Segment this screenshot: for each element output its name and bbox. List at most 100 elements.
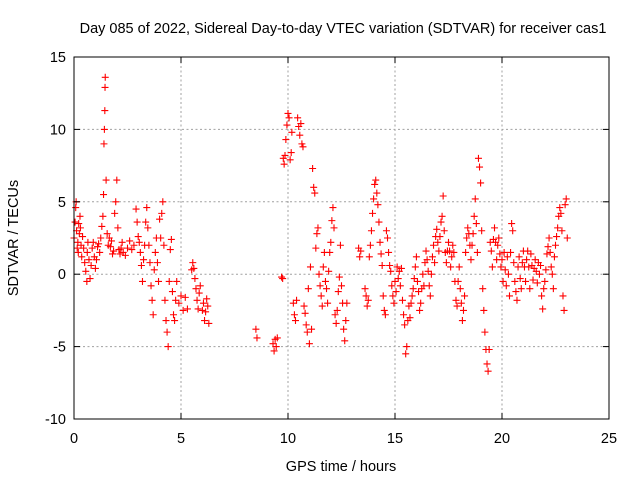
data-point <box>151 248 159 256</box>
data-point <box>500 248 508 256</box>
data-point <box>479 285 487 293</box>
x-tick-label: 15 <box>387 431 403 447</box>
data-point <box>483 360 491 368</box>
data-point <box>175 299 183 307</box>
data-point <box>309 164 317 172</box>
data-point <box>113 176 121 184</box>
data-point <box>366 241 374 249</box>
data-point <box>167 235 175 243</box>
data-point <box>296 131 304 139</box>
data-point <box>476 163 484 171</box>
data-point <box>548 270 556 278</box>
plot-frame <box>73 56 610 420</box>
data-point <box>522 277 530 285</box>
data-point <box>502 282 510 290</box>
data-point <box>539 305 547 313</box>
data-point <box>319 263 327 271</box>
data-point <box>545 234 553 242</box>
data-point <box>134 233 142 241</box>
data-point <box>172 296 180 304</box>
data-point <box>98 222 106 230</box>
data-point <box>135 238 143 246</box>
data-point <box>305 340 313 348</box>
data-point <box>560 306 568 314</box>
data-point <box>109 250 117 258</box>
data-point <box>516 275 524 283</box>
data-point <box>371 180 379 188</box>
data-point <box>373 189 381 197</box>
data-point <box>397 264 405 272</box>
data-point <box>385 248 393 256</box>
data-point <box>279 275 287 283</box>
data-point <box>463 234 471 242</box>
data-point <box>100 140 108 148</box>
data-point <box>303 328 311 336</box>
data-point <box>144 224 152 232</box>
data-point <box>83 277 91 285</box>
x-tick-label: 10 <box>280 431 296 447</box>
data-point <box>461 292 469 300</box>
data-point <box>556 204 564 212</box>
data-point <box>381 311 389 319</box>
data-point <box>417 299 425 307</box>
data-point <box>333 306 341 314</box>
data-point <box>563 234 571 242</box>
data-point <box>99 212 107 220</box>
data-point <box>537 262 545 270</box>
data-point <box>100 125 108 133</box>
data-point <box>80 244 88 252</box>
data-point <box>342 317 350 325</box>
data-point <box>92 256 100 264</box>
data-point <box>160 241 168 249</box>
data-point <box>392 288 400 296</box>
data-point <box>369 209 377 217</box>
data-point <box>542 266 550 274</box>
data-point <box>171 317 179 325</box>
data-point <box>332 319 340 327</box>
data-point <box>316 282 324 290</box>
data-point <box>431 259 439 267</box>
data-point <box>540 285 548 293</box>
data-point <box>550 253 558 261</box>
data-point <box>282 136 290 144</box>
data-point <box>325 267 333 275</box>
data-point <box>111 209 119 217</box>
data-point <box>470 212 478 220</box>
data-point <box>198 306 206 314</box>
data-point <box>365 253 373 261</box>
data-point <box>96 248 104 256</box>
data-point <box>91 264 99 272</box>
data-point <box>130 241 138 249</box>
data-point <box>362 292 370 300</box>
data-point <box>514 263 522 271</box>
data-point <box>142 218 150 226</box>
data-point <box>419 270 427 278</box>
data-point <box>501 266 509 274</box>
data-point <box>147 282 155 290</box>
data-point <box>473 248 481 256</box>
data-point <box>495 234 503 242</box>
data-point <box>330 224 338 232</box>
data-point <box>445 238 452 246</box>
data-point <box>102 176 110 184</box>
data-point <box>487 247 495 255</box>
data-point <box>329 204 337 212</box>
data-point <box>136 248 144 256</box>
data-point <box>382 227 390 235</box>
y-tick-label: 10 <box>50 122 66 138</box>
data-point <box>126 237 134 245</box>
data-point <box>110 247 118 255</box>
data-point <box>503 253 511 261</box>
data-point <box>559 292 567 300</box>
data-point <box>101 73 109 81</box>
data-point <box>162 317 170 325</box>
data-point <box>328 217 336 225</box>
data-point <box>269 340 277 348</box>
data-point <box>334 288 342 296</box>
y-tick-label: 5 <box>58 195 66 211</box>
data-point <box>300 302 308 310</box>
data-point <box>455 263 463 271</box>
data-point <box>88 244 96 252</box>
data-point <box>128 246 136 254</box>
data-point <box>75 220 83 228</box>
